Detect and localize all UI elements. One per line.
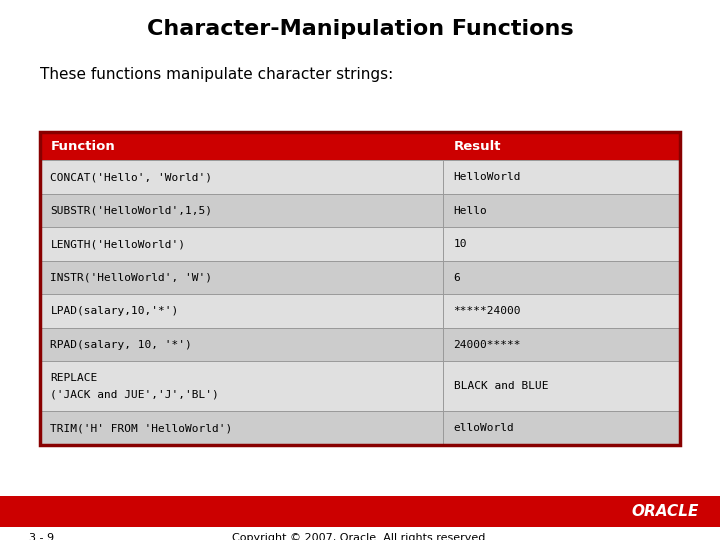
Text: ('JACK and JUE','J','BL'): ('JACK and JUE','J','BL')	[50, 390, 219, 400]
Text: These functions manipulate character strings:: These functions manipulate character str…	[40, 68, 393, 83]
Bar	[40, 361, 680, 411]
Text: 3 - 9: 3 - 9	[29, 534, 54, 540]
Text: ORACLE: ORACLE	[631, 504, 698, 518]
Text: HelloWorld: HelloWorld	[454, 172, 521, 182]
Text: BLACK and BLUE: BLACK and BLUE	[454, 381, 548, 391]
Text: RPAD(salary, 10, '*'): RPAD(salary, 10, '*')	[50, 340, 192, 349]
Text: REPLACE: REPLACE	[50, 373, 98, 383]
Bar	[40, 132, 680, 445]
Text: elloWorld: elloWorld	[454, 423, 514, 433]
Text: Result: Result	[454, 140, 501, 153]
Text: TRIM('H' FROM 'HelloWorld'): TRIM('H' FROM 'HelloWorld')	[50, 423, 233, 433]
Bar	[40, 294, 680, 328]
Text: CONCAT('Hello', 'World'): CONCAT('Hello', 'World')	[50, 172, 212, 182]
Text: LENGTH('HelloWorld'): LENGTH('HelloWorld')	[50, 239, 186, 249]
Text: Copyright © 2007, Oracle. All rights reserved.: Copyright © 2007, Oracle. All rights res…	[232, 534, 488, 540]
Bar	[40, 411, 680, 445]
Text: Character-Manipulation Functions: Character-Manipulation Functions	[147, 19, 573, 39]
Text: 6: 6	[454, 273, 460, 282]
Bar	[40, 194, 680, 227]
Bar	[40, 261, 680, 294]
Text: SUBSTR('HelloWorld',1,5): SUBSTR('HelloWorld',1,5)	[50, 206, 212, 215]
Bar	[40, 132, 680, 160]
Text: 10: 10	[454, 239, 467, 249]
Text: Function: Function	[50, 140, 115, 153]
Bar	[40, 132, 680, 445]
Bar	[40, 160, 680, 194]
Text: INSTR('HelloWorld', 'W'): INSTR('HelloWorld', 'W')	[50, 273, 212, 282]
Text: Hello: Hello	[454, 206, 487, 215]
Text: 24000*****: 24000*****	[454, 340, 521, 349]
Bar	[0, 496, 720, 526]
Bar	[40, 227, 680, 261]
Text: LPAD(salary,10,'*'): LPAD(salary,10,'*')	[50, 306, 179, 316]
Bar	[40, 328, 680, 361]
Text: *****24000: *****24000	[454, 306, 521, 316]
